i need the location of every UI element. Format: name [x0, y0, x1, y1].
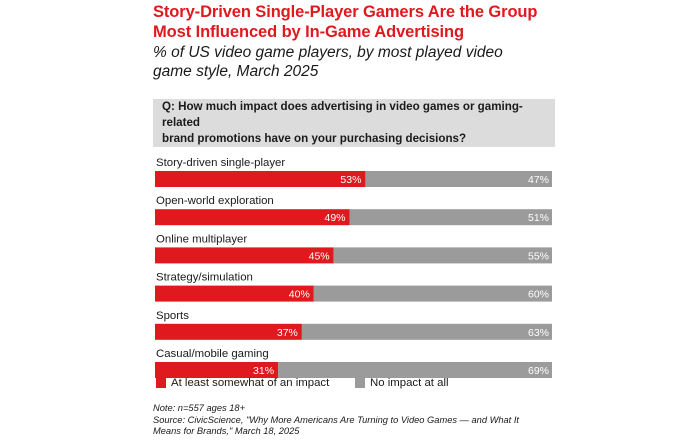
bar-no-impact-story-driven-single-player — [365, 171, 552, 187]
bar-impact-casual-mobile-gaming — [155, 362, 279, 378]
category-label-strategy-simulation: Strategy/simulation — [156, 272, 253, 284]
footer: Note: n=557 ages 18+ Source: CivicScienc… — [153, 403, 555, 438]
subtitle-line-1: % of US video game players, by most play… — [153, 44, 503, 61]
data-label-impact-online-multiplayer: 45% — [309, 250, 330, 262]
data-label-impact-open-world-exploration: 49% — [325, 212, 346, 224]
legend-label-impact: At least somewhat of an impact — [171, 377, 330, 389]
bar-no-impact-online-multiplayer — [333, 247, 552, 264]
bar-impact-sports — [155, 323, 302, 340]
legend-item-impact: At least somewhat of an impact — [156, 377, 329, 389]
legend-swatch-no-impact — [355, 378, 365, 388]
category-label-casual-mobile-gaming: Casual/mobile gaming — [156, 348, 269, 360]
question-box: Q: How much impact does advertising in v… — [153, 99, 555, 147]
data-label-no-impact-casual-mobile-gaming: 69% — [528, 365, 549, 377]
category-label-sports: Sports — [156, 310, 189, 322]
category-label-open-world-exploration: Open-world exploration — [156, 195, 274, 207]
bar-no-impact-sports — [301, 323, 552, 340]
data-label-impact-casual-mobile-gaming: 31% — [253, 365, 274, 377]
chart-title: Story-Driven Single-Player Gamers Are th… — [153, 2, 555, 42]
data-label-no-impact-open-world-exploration: 51% — [528, 212, 549, 224]
category-label-online-multiplayer: Online multiplayer — [156, 233, 247, 245]
bar-no-impact-strategy-simulation — [313, 285, 552, 302]
question-line-2: brand promotions have on your purchasing… — [162, 132, 467, 145]
chart-container: Story-Driven Single-Player Gamers Are th… — [153, 0, 555, 147]
legend-swatch-impact — [156, 378, 166, 388]
legend-label-no-impact: No impact at all — [370, 377, 449, 389]
chart-subtitle: % of US video game players, by most play… — [153, 43, 555, 81]
subtitle-line-2: game style, March 2025 — [153, 63, 319, 80]
category-label-story-driven-single-player: Story-driven single-player — [156, 157, 285, 169]
legend-item-no-impact: No impact at all — [355, 377, 449, 389]
data-label-no-impact-sports: 63% — [528, 327, 549, 339]
title-line-1: Story-Driven Single-Player Gamers Are th… — [153, 3, 538, 21]
data-label-no-impact-online-multiplayer: 55% — [528, 250, 549, 262]
legend: At least somewhat of an impact No impact… — [153, 377, 555, 391]
data-label-no-impact-strategy-simulation: 60% — [528, 289, 549, 301]
question-line-1: Q: How much impact does advertising in v… — [162, 100, 523, 129]
bar-impact-open-world-exploration — [155, 209, 350, 226]
footer-source-line-1: Source: CivicScience, "Why More American… — [153, 414, 520, 425]
bar-impact-strategy-simulation — [155, 285, 314, 302]
data-label-impact-sports: 37% — [277, 327, 298, 339]
bar-impact-online-multiplayer — [155, 247, 334, 264]
data-label-impact-strategy-simulation: 40% — [289, 289, 310, 301]
title-line-2: Most Influenced by In-Game Advertising — [153, 23, 464, 41]
bar-no-impact-open-world-exploration — [349, 209, 552, 226]
bar-no-impact-casual-mobile-gaming — [278, 362, 552, 378]
data-label-no-impact-story-driven-single-player: 47% — [528, 174, 549, 186]
bar-impact-story-driven-single-player — [155, 171, 366, 187]
data-label-impact-story-driven-single-player: 53% — [340, 174, 361, 186]
footer-source-line-2: Means for Brands," March 18, 2025 — [153, 426, 300, 436]
footer-note: Note: n=557 ages 18+ — [153, 403, 246, 413]
